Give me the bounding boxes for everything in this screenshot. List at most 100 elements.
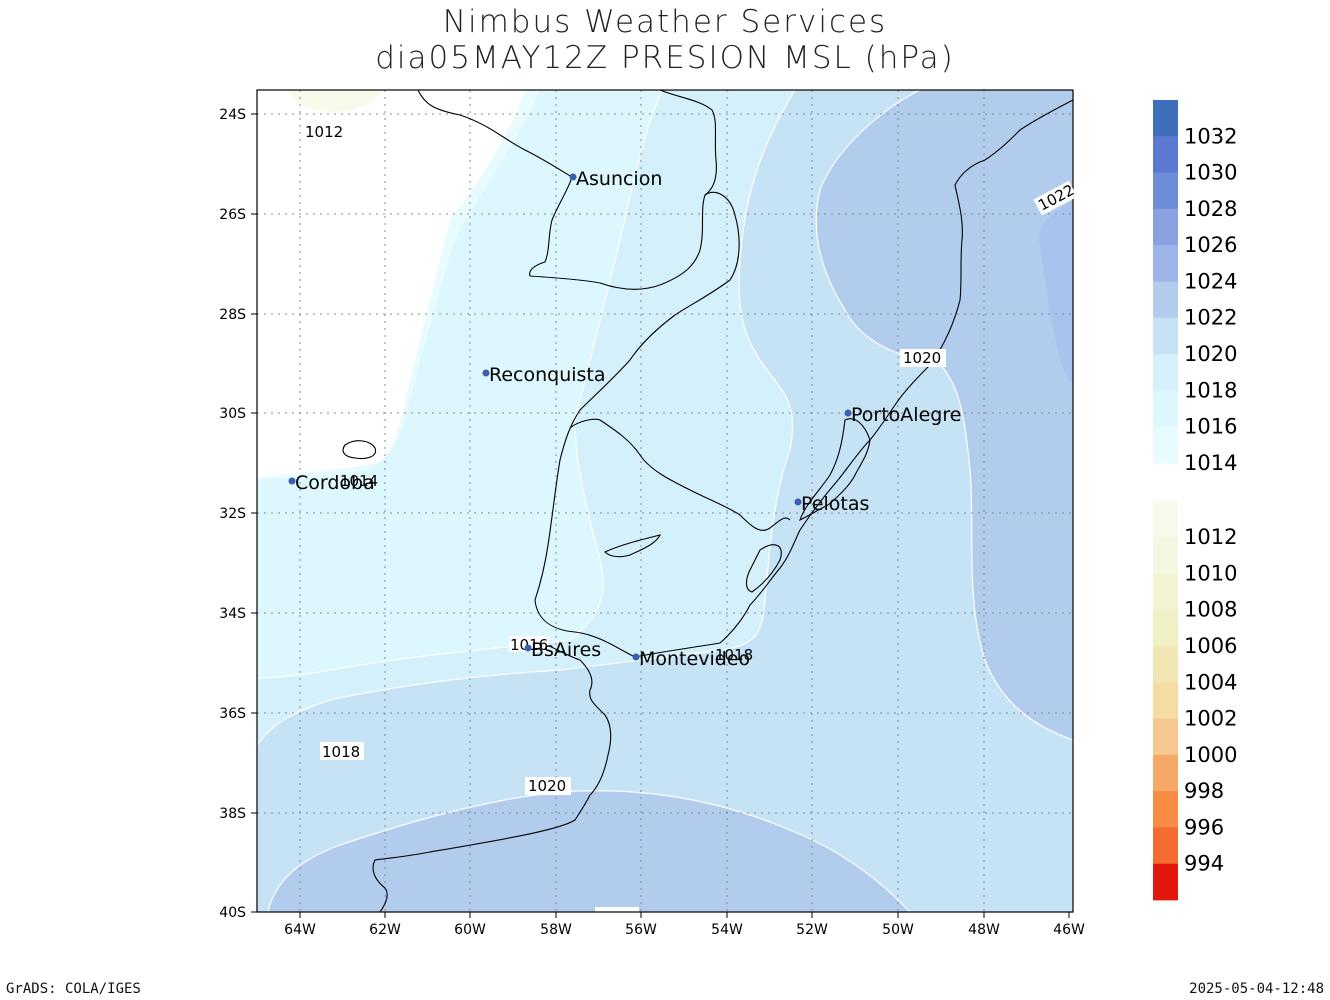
lagoa-dos-patos bbox=[799, 418, 871, 522]
band-1020-1022-south bbox=[268, 790, 910, 912]
legend-swatch bbox=[1153, 208, 1178, 246]
svg-text:1018: 1018 bbox=[715, 646, 753, 664]
lon-label: 58W bbox=[540, 922, 572, 938]
legend-swatch bbox=[1153, 245, 1178, 282]
legend-label: 1032 bbox=[1184, 124, 1237, 148]
legend-label: 1020 bbox=[1184, 342, 1237, 366]
lat-tick-labels: 24S 26S 28S 30S 32S 34S 36S 38S 40S bbox=[219, 107, 246, 921]
chart-subtitle: dia05MAY12Z PRESION MSL (hPa) bbox=[375, 40, 955, 76]
lon-label: 56W bbox=[625, 922, 657, 938]
legend-swatch bbox=[1153, 172, 1178, 210]
city-reconquista[interactable]: Reconquista bbox=[482, 364, 606, 386]
city-pelotas[interactable]: Pelotas bbox=[794, 493, 870, 515]
legend-swatch bbox=[1153, 646, 1178, 683]
band-1020-1022-east bbox=[816, 90, 1073, 740]
legend-swatch bbox=[1153, 718, 1178, 756]
lat-label: 30S bbox=[219, 406, 246, 422]
legend-label: 1022 bbox=[1184, 306, 1237, 330]
coastlines-borders bbox=[342, 90, 1073, 912]
lat-label: 34S bbox=[219, 606, 246, 622]
contour-label-1020-east: 1020 bbox=[900, 349, 946, 367]
lat-label: 26S bbox=[219, 207, 246, 223]
lon-label: 54W bbox=[711, 922, 743, 938]
legend-label: 1028 bbox=[1184, 197, 1237, 221]
svg-text:1018: 1018 bbox=[322, 743, 360, 761]
svg-text:Reconquista: Reconquista bbox=[489, 364, 606, 386]
lat-label: 28S bbox=[219, 307, 246, 323]
legend-label: 1026 bbox=[1184, 233, 1237, 257]
band-below-1012-blank bbox=[257, 90, 525, 478]
legend-swatch bbox=[1153, 754, 1178, 792]
legend-label: 1014 bbox=[1184, 451, 1237, 475]
lon-label: 62W bbox=[369, 922, 401, 938]
contour-label-1018-central: 1018 bbox=[715, 646, 753, 664]
legend-label: 1000 bbox=[1184, 743, 1237, 767]
svg-text:Cordoba: Cordoba bbox=[295, 472, 375, 494]
city-cordoba[interactable]: Cordoba bbox=[288, 472, 375, 494]
svg-text:PortoAlegre: PortoAlegre bbox=[851, 404, 961, 426]
coast-brazil bbox=[799, 99, 1073, 531]
legend-label: 1018 bbox=[1184, 378, 1237, 402]
border-uruguay-brazil bbox=[569, 418, 791, 531]
lon-label: 64W bbox=[284, 922, 316, 938]
footer-credit: GrADS: COLA/IGES bbox=[6, 981, 141, 997]
lat-label: 24S bbox=[219, 107, 246, 123]
lagoa-mirim bbox=[745, 544, 782, 593]
legend-label: 1012 bbox=[1184, 525, 1237, 549]
legend-swatch bbox=[1153, 682, 1178, 719]
legend-swatch bbox=[1153, 426, 1178, 464]
legend-swatch bbox=[1153, 100, 1178, 137]
legend-label: 1030 bbox=[1184, 161, 1237, 185]
axis-tick-marks bbox=[251, 113, 1070, 918]
legend-swatch bbox=[1153, 500, 1178, 538]
plot-frame bbox=[256, 89, 1074, 913]
legend-label: 1010 bbox=[1184, 561, 1237, 585]
pressure-fill-layer bbox=[257, 90, 1073, 912]
legend-swatch bbox=[1153, 863, 1178, 901]
legend-swatch bbox=[1153, 537, 1178, 574]
lon-label: 60W bbox=[454, 922, 486, 938]
band-1010-1012 bbox=[288, 90, 382, 112]
chart-title: Nimbus Weather Services bbox=[442, 4, 888, 40]
lon-tick-labels: 64W 62W 60W 58W 56W 54W 52W 50W 48W 46W bbox=[284, 922, 1085, 938]
city-bsaires[interactable]: BsAires bbox=[524, 639, 602, 661]
contour-label-1020-south: 1020 bbox=[525, 777, 571, 795]
svg-text:1012: 1012 bbox=[305, 123, 343, 141]
legend-label: 1024 bbox=[1184, 269, 1237, 293]
lat-label: 36S bbox=[219, 706, 246, 722]
city-asuncion[interactable]: Asuncion bbox=[569, 168, 663, 190]
contour-label-1014: 1014 bbox=[340, 472, 378, 490]
lon-label: 50W bbox=[882, 922, 914, 938]
contour-label-group: 1012 1014 1016 1018 1018 1020 1020 1022 bbox=[305, 123, 1077, 795]
svg-text:1014: 1014 bbox=[340, 472, 378, 490]
border-paraguay-river bbox=[529, 176, 740, 658]
legend-label: 1002 bbox=[1184, 707, 1237, 731]
city-markers: Asuncion Reconquista PortoAlegre Cordoba… bbox=[288, 168, 962, 670]
svg-text:BsAires: BsAires bbox=[531, 639, 601, 661]
lake-mar-chiquita bbox=[342, 440, 377, 460]
border-pilcomayo bbox=[417, 90, 573, 178]
band-1022-1024-east bbox=[1039, 200, 1073, 385]
pressure-legend: 1032 1030 1028 1026 1024 1022 1020 1018 1016 1014… bbox=[1153, 100, 1237, 901]
legend-label: 1004 bbox=[1184, 670, 1237, 694]
legend-label: 1008 bbox=[1184, 598, 1237, 622]
svg-text:Pelotas: Pelotas bbox=[801, 493, 869, 515]
city-portoalegre[interactable]: PortoAlegre bbox=[844, 404, 962, 426]
legend-label: 996 bbox=[1184, 815, 1224, 839]
legend-swatch bbox=[1153, 573, 1178, 611]
legend-label: 998 bbox=[1184, 779, 1224, 803]
legend-swatch bbox=[1153, 354, 1178, 391]
coast-uruguay bbox=[634, 529, 801, 658]
contour-label-1012: 1012 bbox=[305, 123, 343, 141]
svg-text:Asuncion: Asuncion bbox=[576, 168, 662, 190]
legend-label: 1016 bbox=[1184, 415, 1237, 439]
svg-text:1020: 1020 bbox=[903, 349, 941, 367]
footer-timestamp: 2025-05-04-12:48 bbox=[1189, 981, 1324, 997]
legend-swatch bbox=[1153, 609, 1178, 647]
lake-rincon-del-bonete bbox=[604, 534, 662, 558]
city-montevideo[interactable]: Montevideo bbox=[632, 648, 751, 670]
legend-swatch bbox=[1153, 317, 1178, 355]
lat-label: 40S bbox=[219, 905, 246, 921]
lon-label: 46W bbox=[1053, 922, 1085, 938]
